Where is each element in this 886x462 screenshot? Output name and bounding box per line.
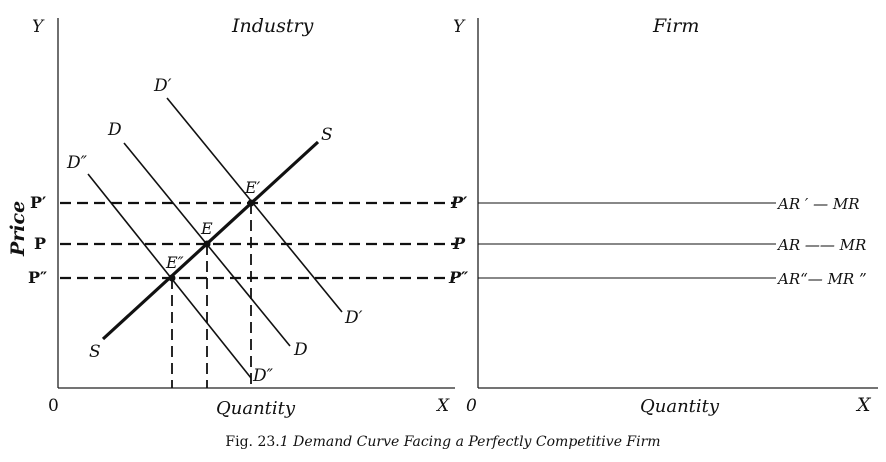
firm-x-axis-label: X	[855, 394, 872, 416]
demand-label-d-dprime-top: D″	[66, 153, 88, 173]
firm-y-axis-label: Y	[453, 17, 466, 37]
firm-panel: Y X 0 Firm Quantity P′ P P″ AR ′ — MR AR…	[448, 15, 878, 417]
caption-prefix: Fig. 23.	[225, 434, 279, 450]
firm-revenue-label: AR —— MR	[776, 236, 866, 254]
firm-quantity-label: Quantity	[640, 396, 720, 417]
firm-price-label-p-dprime: P″	[448, 268, 469, 287]
figure-caption: Fig. 23.1 Demand Curve Facing a Perfectl…	[225, 434, 660, 450]
industry-price-label-p-dprime: P″	[28, 268, 47, 287]
firm-revenue-label-prime: AR ′ — MR	[776, 195, 860, 213]
equilibrium-label-e-dprime: E″	[165, 253, 184, 272]
equilibrium-point-e-dprime	[168, 274, 176, 282]
supply-label-top: S	[321, 125, 333, 145]
industry-panel: Y X 0 Industry Quantity Price P′ P P″ D′…	[7, 15, 455, 419]
caption-text: 1 Demand Curve Facing a Perfectly Compet…	[280, 434, 661, 450]
demand-label-d-prime-top: D′	[153, 76, 172, 96]
demand-label-d-dprime-bottom: D″	[252, 366, 274, 386]
equilibrium-point-e-prime	[247, 199, 255, 207]
firm-origin-label: 0	[466, 396, 477, 416]
firm-title: Firm	[652, 15, 699, 37]
firm-price-label-p-prime: P′	[450, 193, 468, 212]
demand-curve-d-prime	[166, 97, 343, 313]
industry-price-label: Price	[7, 201, 29, 257]
industry-price-label-p-prime: P′	[30, 193, 46, 212]
industry-quantity-label: Quantity	[216, 398, 296, 419]
industry-origin-label: 0	[48, 396, 59, 416]
firm-price-label-p: P	[452, 234, 466, 253]
supply-label-bottom: S	[89, 342, 101, 362]
industry-x-axis-label: X	[435, 396, 450, 416]
demand-label-d-bottom: D	[293, 340, 308, 360]
equilibrium-label-e: E	[200, 219, 213, 238]
supply-curve	[101, 140, 320, 341]
industry-title: Industry	[231, 15, 314, 37]
firm-revenue-label-dprime: AR“— MR ”	[776, 270, 867, 288]
demand-label-d-prime-bottom: D′	[344, 308, 363, 328]
demand-label-d-top: D	[107, 120, 122, 140]
equilibrium-point-e	[203, 240, 211, 248]
equilibrium-label-e-prime: E′	[244, 178, 261, 197]
industry-price-label-p: P	[34, 234, 46, 253]
industry-y-axis-label: Y	[32, 17, 45, 37]
